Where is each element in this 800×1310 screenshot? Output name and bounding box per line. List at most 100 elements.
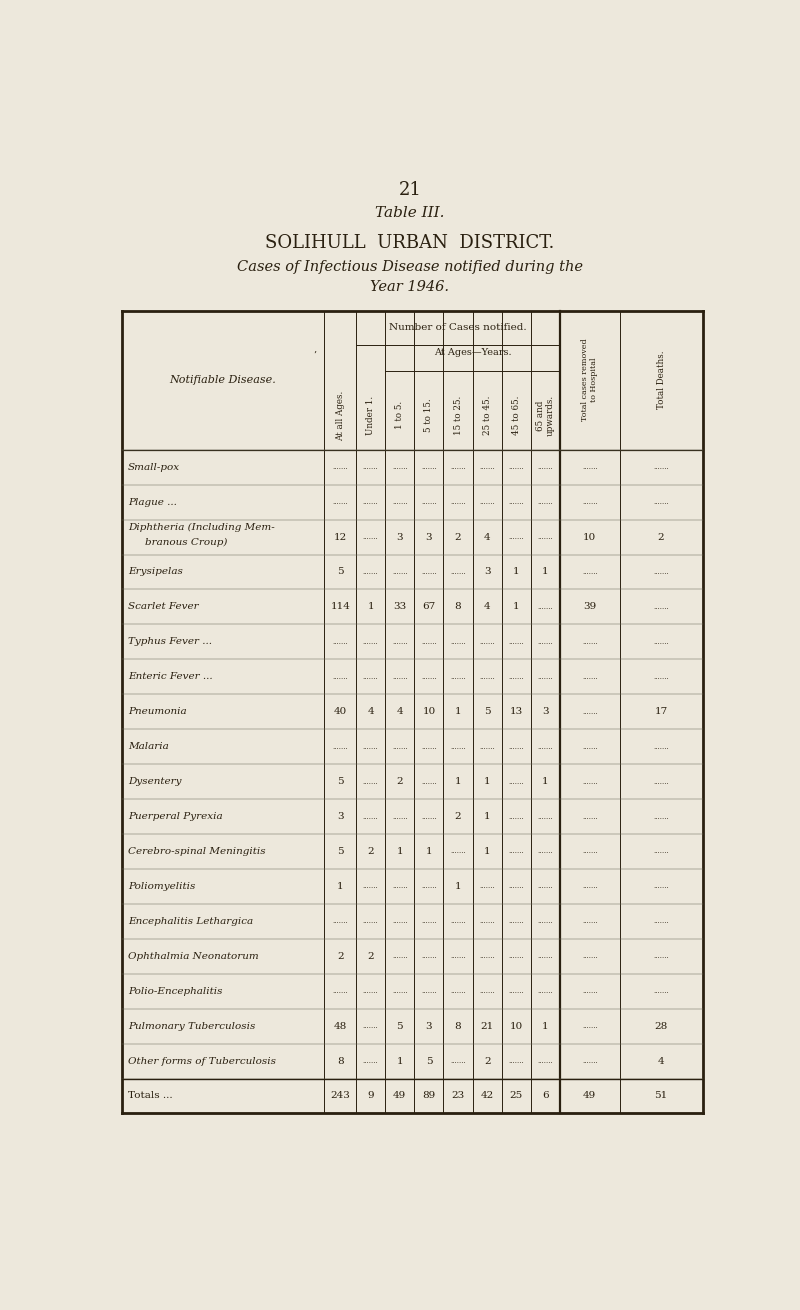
Text: Plague ...: Plague ...	[128, 498, 177, 507]
Text: .......: .......	[421, 988, 437, 996]
Text: 1: 1	[397, 848, 403, 855]
Text: .......: .......	[392, 952, 408, 960]
Text: .......: .......	[392, 883, 408, 891]
Text: 4: 4	[484, 603, 490, 612]
Text: .......: .......	[421, 498, 437, 506]
Text: 1: 1	[484, 848, 490, 855]
Text: .......: .......	[479, 952, 495, 960]
Text: 3: 3	[426, 1022, 432, 1031]
Text: .......: .......	[654, 638, 669, 646]
Text: .......: .......	[332, 673, 348, 681]
Text: .......: .......	[538, 533, 554, 541]
Text: .......: .......	[509, 673, 524, 681]
Text: .......: .......	[421, 812, 437, 820]
Text: .......: .......	[509, 848, 524, 855]
Text: Total Deaths.: Total Deaths.	[657, 351, 666, 409]
Text: .......: .......	[582, 988, 598, 996]
Text: .......: .......	[479, 917, 495, 925]
Text: .......: .......	[421, 952, 437, 960]
Text: 89: 89	[422, 1091, 435, 1100]
Text: .......: .......	[362, 812, 378, 820]
Text: .......: .......	[332, 917, 348, 925]
Text: .......: .......	[582, 707, 598, 715]
Text: Cerebro-spinal Meningitis: Cerebro-spinal Meningitis	[128, 848, 266, 855]
Text: .......: .......	[509, 988, 524, 996]
Text: Cases of Infectious Disease notified during the: Cases of Infectious Disease notified dur…	[237, 261, 583, 274]
Text: .......: .......	[421, 673, 437, 681]
Text: .......: .......	[509, 778, 524, 786]
Text: Pulmonary Tuberculosis: Pulmonary Tuberculosis	[128, 1022, 255, 1031]
Text: 4: 4	[484, 533, 490, 541]
Text: 17: 17	[654, 707, 668, 717]
Text: 2: 2	[397, 777, 403, 786]
Text: 2: 2	[484, 1057, 490, 1065]
Text: 1: 1	[426, 848, 432, 855]
Text: 40: 40	[334, 707, 347, 717]
Text: .......: .......	[582, 883, 598, 891]
Text: .......: .......	[450, 638, 466, 646]
Text: 49: 49	[393, 1091, 406, 1100]
Text: 21: 21	[398, 181, 422, 199]
Text: .......: .......	[509, 917, 524, 925]
Text: 45 to 65.: 45 to 65.	[512, 396, 521, 435]
Text: .......: .......	[538, 812, 554, 820]
Text: .......: .......	[450, 673, 466, 681]
Text: 2: 2	[454, 533, 462, 541]
Text: Ophthalmia Neonatorum: Ophthalmia Neonatorum	[128, 952, 258, 960]
Text: 2: 2	[367, 952, 374, 960]
Text: .......: .......	[582, 569, 598, 576]
Text: 2: 2	[454, 812, 462, 821]
Text: 1: 1	[484, 777, 490, 786]
Text: 28: 28	[654, 1022, 668, 1031]
Text: 2: 2	[367, 848, 374, 855]
Text: .......: .......	[582, 673, 598, 681]
Text: 5 to 15.: 5 to 15.	[425, 398, 434, 432]
Text: .......: .......	[450, 743, 466, 751]
Text: At all Ages.: At all Ages.	[336, 390, 345, 440]
Text: 1: 1	[542, 567, 549, 576]
Text: .......: .......	[421, 569, 437, 576]
Text: Scarlet Fever: Scarlet Fever	[128, 603, 198, 612]
Text: 1: 1	[397, 1057, 403, 1065]
Text: branous Croup): branous Croup)	[146, 537, 228, 546]
Text: .......: .......	[421, 917, 437, 925]
Text: .......: .......	[582, 498, 598, 506]
Text: Polio-Encephalitis: Polio-Encephalitis	[128, 986, 222, 996]
Text: .......: .......	[392, 812, 408, 820]
Text: .......: .......	[479, 464, 495, 472]
Text: .......: .......	[479, 673, 495, 681]
Text: 4: 4	[367, 707, 374, 717]
Text: .......: .......	[654, 952, 669, 960]
Text: Puerperal Pyrexia: Puerperal Pyrexia	[128, 812, 222, 821]
Text: 15 to 25.: 15 to 25.	[454, 396, 462, 435]
Text: .......: .......	[538, 464, 554, 472]
Text: .......: .......	[392, 917, 408, 925]
Text: Typhus Fever ...: Typhus Fever ...	[128, 638, 212, 646]
Text: .......: .......	[392, 743, 408, 751]
Text: .......: .......	[421, 743, 437, 751]
Text: .......: .......	[538, 848, 554, 855]
Text: .......: .......	[582, 743, 598, 751]
Text: .......: .......	[479, 638, 495, 646]
Text: .......: .......	[654, 603, 669, 610]
Text: 13: 13	[510, 707, 523, 717]
Text: 3: 3	[426, 533, 432, 541]
Text: .......: .......	[479, 498, 495, 506]
Text: .......: .......	[450, 1057, 466, 1065]
Text: 114: 114	[330, 603, 350, 612]
Text: .......: .......	[450, 988, 466, 996]
Text: .......: .......	[654, 917, 669, 925]
Text: .......: .......	[450, 848, 466, 855]
Text: 10: 10	[583, 533, 597, 541]
Text: 39: 39	[583, 603, 597, 612]
Text: .......: .......	[362, 569, 378, 576]
Text: .......: .......	[362, 1057, 378, 1065]
Text: .......: .......	[538, 917, 554, 925]
Text: .......: .......	[479, 988, 495, 996]
Text: .......: .......	[421, 638, 437, 646]
Text: Encephalitis Lethargica: Encephalitis Lethargica	[128, 917, 253, 926]
Text: Erysipelas: Erysipelas	[128, 567, 182, 576]
Text: .......: .......	[332, 498, 348, 506]
Text: 65 and
upwards.: 65 and upwards.	[536, 394, 555, 436]
Text: .......: .......	[450, 569, 466, 576]
